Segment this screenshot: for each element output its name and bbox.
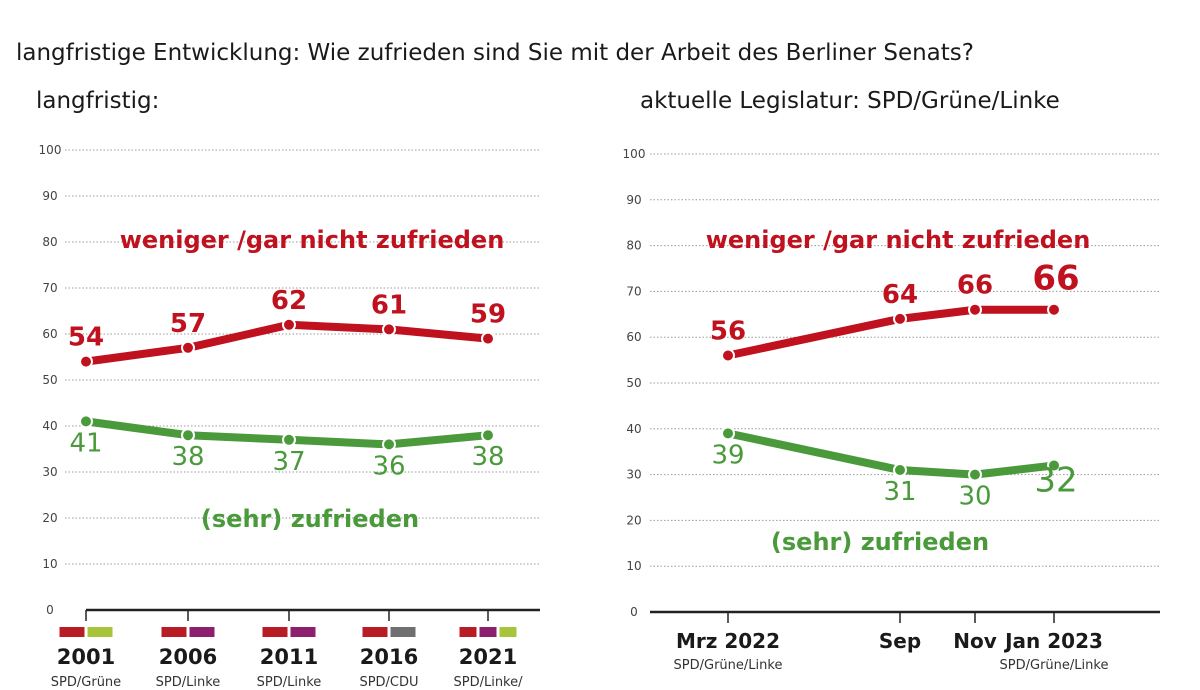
y-tick-label: 90 (626, 193, 641, 207)
x-tick-label: Jan 2023 (1003, 629, 1103, 653)
series-label-zufrieden: (sehr) zufrieden (771, 528, 989, 556)
data-label-unzufrieden: 61 (371, 290, 407, 320)
x-tick-label: Sep (879, 629, 921, 653)
data-label-zufrieden: 38 (171, 442, 204, 472)
coalition-party-swatch (390, 627, 416, 637)
y-tick-label: 70 (42, 281, 57, 295)
coalition-party-swatch (87, 627, 113, 637)
data-label-unzufrieden: 66 (1032, 259, 1079, 299)
data-label-zufrieden: 38 (471, 442, 504, 472)
data-point-zufrieden (282, 432, 296, 447)
y-tick-label: 100 (39, 143, 62, 157)
coalition-label: SPD/Linke (257, 675, 322, 690)
coalition-party-swatch (161, 627, 187, 637)
coalition-label: SPD/Linke/ (453, 675, 523, 690)
data-label-unzufrieden: 57 (170, 309, 206, 339)
data-point-unzufrieden (721, 348, 735, 363)
x-tick-label: 2001 (57, 645, 115, 669)
series-label-unzufrieden: weniger /gar nicht zufrieden (120, 226, 505, 254)
coalition-party-swatch (290, 627, 316, 637)
y-tick-label: 50 (42, 373, 57, 387)
x-tick-label: 2011 (260, 645, 318, 669)
data-label-zufrieden: 31 (883, 477, 916, 507)
coalition-label: SPD/Grüne/Linke (674, 658, 783, 673)
coalition-party-swatch (479, 627, 497, 637)
data-point-unzufrieden (382, 322, 396, 337)
y-tick-label: 90 (42, 189, 57, 203)
coalition-label: SPD/CDU (359, 675, 418, 690)
data-point-unzufrieden (1047, 302, 1061, 317)
data-point-zufrieden (1047, 458, 1061, 473)
coalition-party-swatch (499, 627, 517, 637)
y-tick-label: 40 (42, 419, 57, 433)
page-title: langfristige Entwicklung: Wie zufrieden … (16, 40, 974, 66)
y-tick-label: 100 (623, 147, 646, 161)
y-tick-label: 10 (626, 559, 641, 573)
data-label-unzufrieden: 66 (957, 271, 993, 301)
x-tick-label: 2021 (459, 645, 517, 669)
y-tick-label: 80 (626, 239, 641, 253)
data-label-zufrieden: 36 (372, 451, 405, 481)
coalition-party-swatch (262, 627, 288, 637)
x-tick-label: 2006 (159, 645, 217, 669)
y-tick-label: 50 (626, 376, 641, 390)
coalition-label: SPD/Grüne (51, 675, 121, 690)
coalition-party-swatch (59, 627, 85, 637)
data-point-unzufrieden (282, 317, 296, 332)
data-label-unzufrieden: 59 (470, 300, 506, 330)
y-tick-label: 30 (42, 465, 57, 479)
data-label-unzufrieden: 56 (710, 317, 746, 347)
data-point-zufrieden (721, 426, 735, 441)
series-line-unzufrieden (727, 305, 1054, 360)
y-tick-label: 40 (626, 422, 641, 436)
series-line-zufrieden (727, 429, 1055, 479)
y-tick-label: 60 (42, 327, 57, 341)
y-tick-label: 20 (42, 511, 57, 525)
data-point-zufrieden (382, 437, 396, 452)
data-point-unzufrieden (893, 311, 907, 326)
x-tick-label: Nov (953, 629, 997, 653)
data-label-zufrieden: 30 (958, 482, 991, 512)
x-tick-label: 2016 (360, 645, 418, 669)
data-point-zufrieden (181, 428, 195, 443)
data-point-unzufrieden (968, 302, 982, 317)
coalition-party-swatch (189, 627, 215, 637)
data-label-unzufrieden: 54 (68, 323, 104, 353)
data-label-unzufrieden: 62 (271, 286, 307, 316)
data-label-unzufrieden: 64 (882, 280, 918, 310)
data-point-zufrieden (79, 414, 93, 429)
data-label-zufrieden: 39 (711, 440, 744, 470)
data-point-zufrieden (968, 467, 982, 482)
data-label-zufrieden: 37 (272, 447, 305, 477)
data-point-zufrieden (893, 463, 907, 478)
data-point-zufrieden (481, 428, 495, 443)
data-label-zufrieden: 32 (1034, 460, 1077, 500)
coalition-label: SPD/Grüne/Linke (1000, 658, 1109, 673)
y-tick-label: 60 (626, 330, 641, 344)
y-tick-label: 80 (42, 235, 57, 249)
chart-title-left: langfristig: (36, 88, 160, 114)
chart-title-right: aktuelle Legislatur: SPD/Grüne/Linke (640, 88, 1060, 114)
y-tick-label: 20 (626, 513, 641, 527)
x-tick-label: Mrz 2022 (676, 629, 780, 653)
coalition-party-swatch (362, 627, 388, 637)
coalition-label: SPD/Linke (156, 675, 221, 690)
y-tick-label: 0 (630, 605, 638, 619)
series-label-zufrieden: (sehr) zufrieden (201, 505, 419, 533)
y-tick-label: 0 (46, 603, 54, 617)
y-tick-label: 70 (626, 284, 641, 298)
y-tick-label: 10 (42, 557, 57, 571)
y-tick-label: 30 (626, 468, 641, 482)
data-point-unzufrieden (181, 340, 195, 355)
series-label-unzufrieden: weniger /gar nicht zufrieden (706, 226, 1091, 254)
data-label-zufrieden: 41 (69, 428, 102, 458)
data-point-unzufrieden (79, 354, 93, 369)
data-point-unzufrieden (481, 331, 495, 346)
coalition-party-swatch (459, 627, 477, 637)
